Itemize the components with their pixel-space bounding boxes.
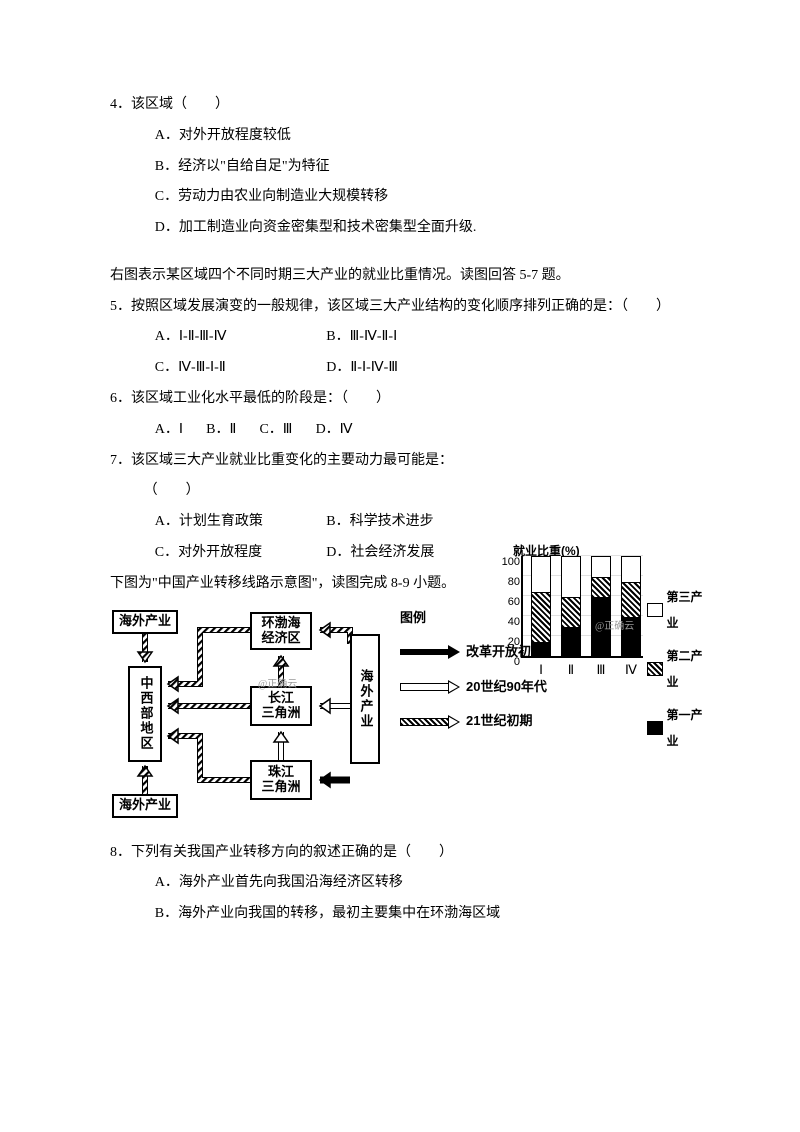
q5-opt-b: B．Ⅲ-Ⅳ-Ⅱ-Ⅰ — [326, 322, 494, 353]
q6-num: 6． — [110, 391, 131, 406]
q5-opt-d: D．Ⅱ-Ⅰ-Ⅳ-Ⅲ — [326, 353, 494, 384]
legend-item: 第三产业 — [647, 584, 705, 637]
flow-legend-item: 改革开放初期 — [400, 638, 547, 667]
q7-num: 7． — [110, 453, 131, 468]
legend-item: 第一产业 — [647, 702, 705, 755]
q6-opt-a: A．Ⅰ — [155, 415, 183, 446]
flow-legend-title: 图例 — [400, 604, 547, 633]
q7: 7．该区域三大产业就业比重变化的主要动力最可能是： — [110, 446, 700, 477]
q7-blank: （ ） — [110, 476, 700, 507]
xtick: Ⅱ — [561, 656, 581, 685]
q6: 6．该区域工业化水平最低的阶段是：（ ） — [110, 384, 700, 415]
q7-opt-d: D．社会经济发展 — [326, 538, 494, 569]
q4-opt-d: D．加工制造业向资金密集型和技术密集型全面升级. — [155, 213, 700, 244]
q5-stem: 按照区域发展演变的一般规律，该区域三大产业结构的变化顺序排列正确的是：（ ） — [131, 299, 670, 314]
q4-stem: 该区域（ ） — [131, 97, 229, 112]
q5: 5．按照区域发展演变的一般规律，该区域三大产业结构的变化顺序排列正确的是：（ ） — [110, 292, 700, 323]
bar-Ⅱ — [561, 556, 581, 656]
q8-opt-a: A．海外产业首先向我国沿海经济区转移 — [155, 868, 700, 899]
q4-options: A．对外开放程度较低 B．经济以"自给自足"为特征 C．劳动力由农业向制造业大规… — [110, 121, 700, 244]
bar-Ⅳ — [621, 556, 641, 656]
xtick: Ⅳ — [621, 656, 641, 685]
q8-stem: 下列有关我国产业转移方向的叙述正确的是（ ） — [131, 845, 453, 860]
flow-legend-item: 21世纪初期 — [400, 707, 547, 736]
q4-opt-a: A．对外开放程度较低 — [155, 121, 700, 152]
q5-options-row1: A．Ⅰ-Ⅱ-Ⅲ-Ⅳ B．Ⅲ-Ⅳ-Ⅱ-Ⅰ — [110, 322, 700, 353]
q5-num: 5． — [110, 299, 131, 314]
flow-box-zhujiang: 珠江 三角洲 — [250, 760, 312, 800]
q5-opt-a: A．Ⅰ-Ⅱ-Ⅲ-Ⅳ — [155, 322, 323, 353]
xtick: Ⅲ — [591, 656, 611, 685]
flow-box-central_west: 中西部地区 — [128, 666, 162, 762]
q6-options: A．Ⅰ B．Ⅱ C．Ⅲ D．Ⅳ — [110, 415, 700, 446]
q5-opt-c: C．Ⅳ-Ⅲ-Ⅰ-Ⅱ — [155, 353, 323, 384]
q6-opt-d: D．Ⅳ — [316, 415, 353, 446]
flow-box-bohai: 环渤海 经济区 — [250, 612, 312, 650]
flow-legend-item: 20世纪90年代 — [400, 673, 547, 702]
exam-page: 4．该区域（ ） A．对外开放程度较低 B．经济以"自给自足"为特征 C．劳动力… — [0, 0, 800, 1132]
chart-legend: 第三产业第二产业第一产业 — [647, 578, 705, 760]
q8-num: 8． — [110, 845, 131, 860]
q5-options-row2: C．Ⅳ-Ⅲ-Ⅰ-Ⅱ D．Ⅱ-Ⅰ-Ⅳ-Ⅲ — [110, 353, 700, 384]
q7-opt-b: B．科学技术进步 — [326, 507, 494, 538]
flow-box-overseas_bottom: 海外产业 — [112, 794, 178, 818]
legend-item: 第二产业 — [647, 643, 705, 696]
q6-opt-c: C．Ⅲ — [259, 415, 292, 446]
q6-opt-b: B．Ⅱ — [206, 415, 236, 446]
q8-options: A．海外产业首先向我国沿海经济区转移 B．海外产业向我国的转移，最初主要集中在环… — [110, 868, 700, 930]
q8-opt-b: B．海外产业向我国的转移，最初主要集中在环渤海区域 — [155, 899, 700, 930]
q7-opt-a: A．计划生育政策 — [155, 507, 323, 538]
industry-transfer-diagram: 图例 改革开放初期20世纪90年代21世纪初期 海外产业中西部地区海外产业环渤海… — [110, 604, 560, 824]
q4-num: 4． — [110, 97, 131, 112]
bar-Ⅲ — [591, 556, 611, 656]
flow-box-overseas_top: 海外产业 — [112, 610, 178, 634]
q4-opt-b: B．经济以"自给自足"为特征 — [155, 152, 700, 183]
flow-box-overseas_right: 海外产业 — [350, 634, 380, 764]
q8: 8．下列有关我国产业转移方向的叙述正确的是（ ） — [110, 838, 700, 869]
ytick: 100 — [502, 550, 523, 574]
q4: 4．该区域（ ） — [110, 90, 700, 121]
intro-5-7: 右图表示某区域四个不同时期三大产业的就业比重情况。读图回答 5-7 题。 — [110, 261, 700, 292]
q7-stem: 该区域三大产业就业比重变化的主要动力最可能是： — [131, 453, 453, 468]
q7-opt-c: C．对外开放程度 — [155, 538, 323, 569]
flow-legend: 图例 改革开放初期 20世纪90年代 21世纪初期 — [400, 604, 547, 742]
q6-stem: 该区域工业化水平最低的阶段是：（ ） — [131, 391, 390, 406]
q7-options-row1: A．计划生育政策 B．科学技术进步 — [110, 507, 700, 538]
q4-opt-c: C．劳动力由农业向制造业大规模转移 — [155, 182, 700, 213]
